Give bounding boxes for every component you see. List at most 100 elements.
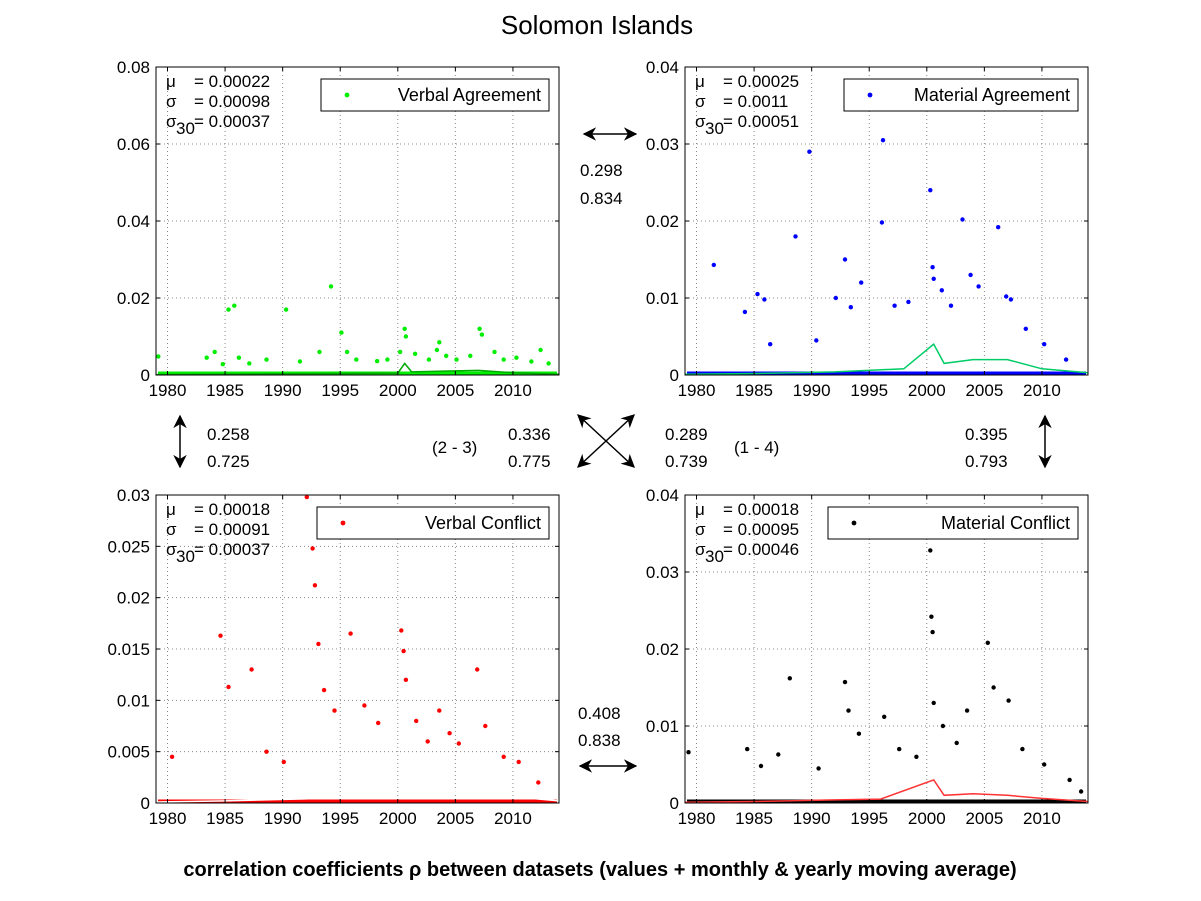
data-point — [401, 648, 406, 654]
figure-title: Solomon Islands — [501, 10, 693, 40]
data-point — [856, 731, 862, 736]
x-tick-label: 1995 — [321, 381, 359, 400]
data-point — [931, 276, 936, 281]
data-point — [954, 740, 959, 746]
data-point — [1023, 326, 1028, 331]
data-point — [475, 667, 480, 672]
data-point — [434, 347, 440, 353]
corr-diag-right-value-2: 0.739 — [665, 452, 708, 471]
y-tick-label: 0.03 — [646, 563, 679, 582]
data-point — [776, 752, 781, 757]
data-point — [402, 326, 407, 331]
plot-area — [685, 495, 1088, 803]
corr-right-value-2: 0.793 — [965, 452, 1008, 471]
data-point — [403, 677, 409, 682]
data-point — [232, 303, 237, 308]
data-point — [1042, 342, 1047, 347]
data-point — [968, 272, 973, 278]
data-point — [212, 349, 217, 355]
stat-sigma-value: = 0.00098 — [194, 92, 270, 111]
data-point — [807, 149, 812, 154]
legend-label: Material Conflict — [941, 513, 1070, 533]
data-point — [397, 349, 403, 355]
y-tick-label: 0 — [141, 794, 150, 813]
data-point — [929, 614, 934, 619]
x-tick-label: 1985 — [735, 809, 773, 828]
plot-area — [156, 67, 559, 375]
data-point — [1078, 789, 1084, 794]
stat-mu-symbol: μ — [695, 500, 705, 519]
data-point — [156, 354, 161, 359]
corr-bottom-value-2: 0.838 — [578, 731, 621, 750]
stat-sigma30-value: = 0.00051 — [723, 112, 799, 131]
panel-1: 1980 1985 1990 1995 2000 2005 2010 0 0.02 0.04 0.0… — [117, 58, 560, 400]
stat-mu-symbol: μ — [695, 72, 705, 91]
stat-sigma30-symbol: σ — [166, 112, 177, 131]
data-point — [985, 640, 990, 645]
y-tick-label: 0 — [141, 366, 150, 385]
data-point — [247, 361, 252, 366]
legend-label: Material Agreement — [914, 85, 1070, 105]
moving-average-line — [684, 343, 1089, 375]
x-tick-label: 1980 — [678, 809, 716, 828]
data-point — [1006, 698, 1011, 703]
data-point — [842, 679, 848, 685]
data-point — [976, 284, 981, 289]
data-point — [928, 188, 933, 193]
legend-box — [320, 78, 550, 112]
data-point — [742, 309, 748, 315]
x-tick-label: 2010 — [494, 809, 532, 828]
data-point — [399, 628, 404, 633]
correlation-arrows — [173, 127, 1052, 773]
y-tick-label: 0.01 — [117, 691, 150, 710]
data-point — [264, 749, 269, 754]
data-point — [939, 288, 944, 293]
data-point — [304, 494, 309, 500]
moving-average-line — [684, 778, 1089, 803]
data-point — [414, 718, 419, 724]
footer-caption: correlation coefficients ρ between datas… — [183, 859, 1016, 881]
stat-sigma30-symbol: σ — [166, 540, 177, 559]
stat-sigma30-value: = 0.00037 — [194, 540, 270, 559]
data-point — [745, 746, 750, 752]
x-tick-label: 1990 — [264, 809, 302, 828]
data-point — [218, 633, 223, 638]
corr-diag-left-value-2: 0.775 — [508, 452, 551, 471]
data-point — [226, 684, 231, 690]
x-tick-label: 2005 — [436, 381, 474, 400]
stat-sigma-value: = 0.0011 — [723, 92, 788, 111]
data-point — [348, 631, 353, 636]
legend: Verbal Agreement — [320, 78, 550, 112]
x-tick-label: 1990 — [793, 381, 831, 400]
data-point — [536, 780, 541, 785]
legend-box — [843, 78, 1079, 112]
y-tick-label: 0.02 — [117, 289, 150, 308]
panels: 1980 1985 1990 1995 2000 2005 2010 0 0.02 0.04 0.0… — [107, 58, 1089, 828]
data-point — [906, 299, 911, 305]
data-point — [816, 766, 821, 771]
data-point — [226, 307, 231, 312]
stat-sigma-symbol: σ — [166, 520, 177, 539]
y-tick-label: 0.04 — [117, 212, 150, 231]
data-point — [768, 342, 773, 347]
data-point — [514, 355, 519, 360]
moving-average-line — [155, 781, 560, 803]
moving-average-line — [155, 362, 560, 376]
x-tick-label: 1990 — [264, 381, 302, 400]
data-point — [846, 708, 851, 713]
data-point — [236, 355, 242, 360]
stat-sigma30-value: = 0.00046 — [723, 540, 799, 559]
y-tick-label: 0.02 — [646, 212, 679, 231]
data-point — [501, 357, 506, 362]
corr-left-value-2: 0.725 — [207, 452, 250, 471]
data-point — [444, 353, 449, 358]
data-point — [312, 583, 318, 588]
data-point — [437, 340, 442, 345]
data-point — [447, 731, 452, 736]
y-tick-label: 0.03 — [117, 486, 150, 505]
stat-mu-value: = 0.00022 — [194, 72, 270, 91]
x-tick-label: 2010 — [1023, 809, 1061, 828]
data-point — [339, 330, 344, 335]
data-point — [454, 357, 459, 362]
arrow-diagonal-b — [577, 414, 635, 468]
